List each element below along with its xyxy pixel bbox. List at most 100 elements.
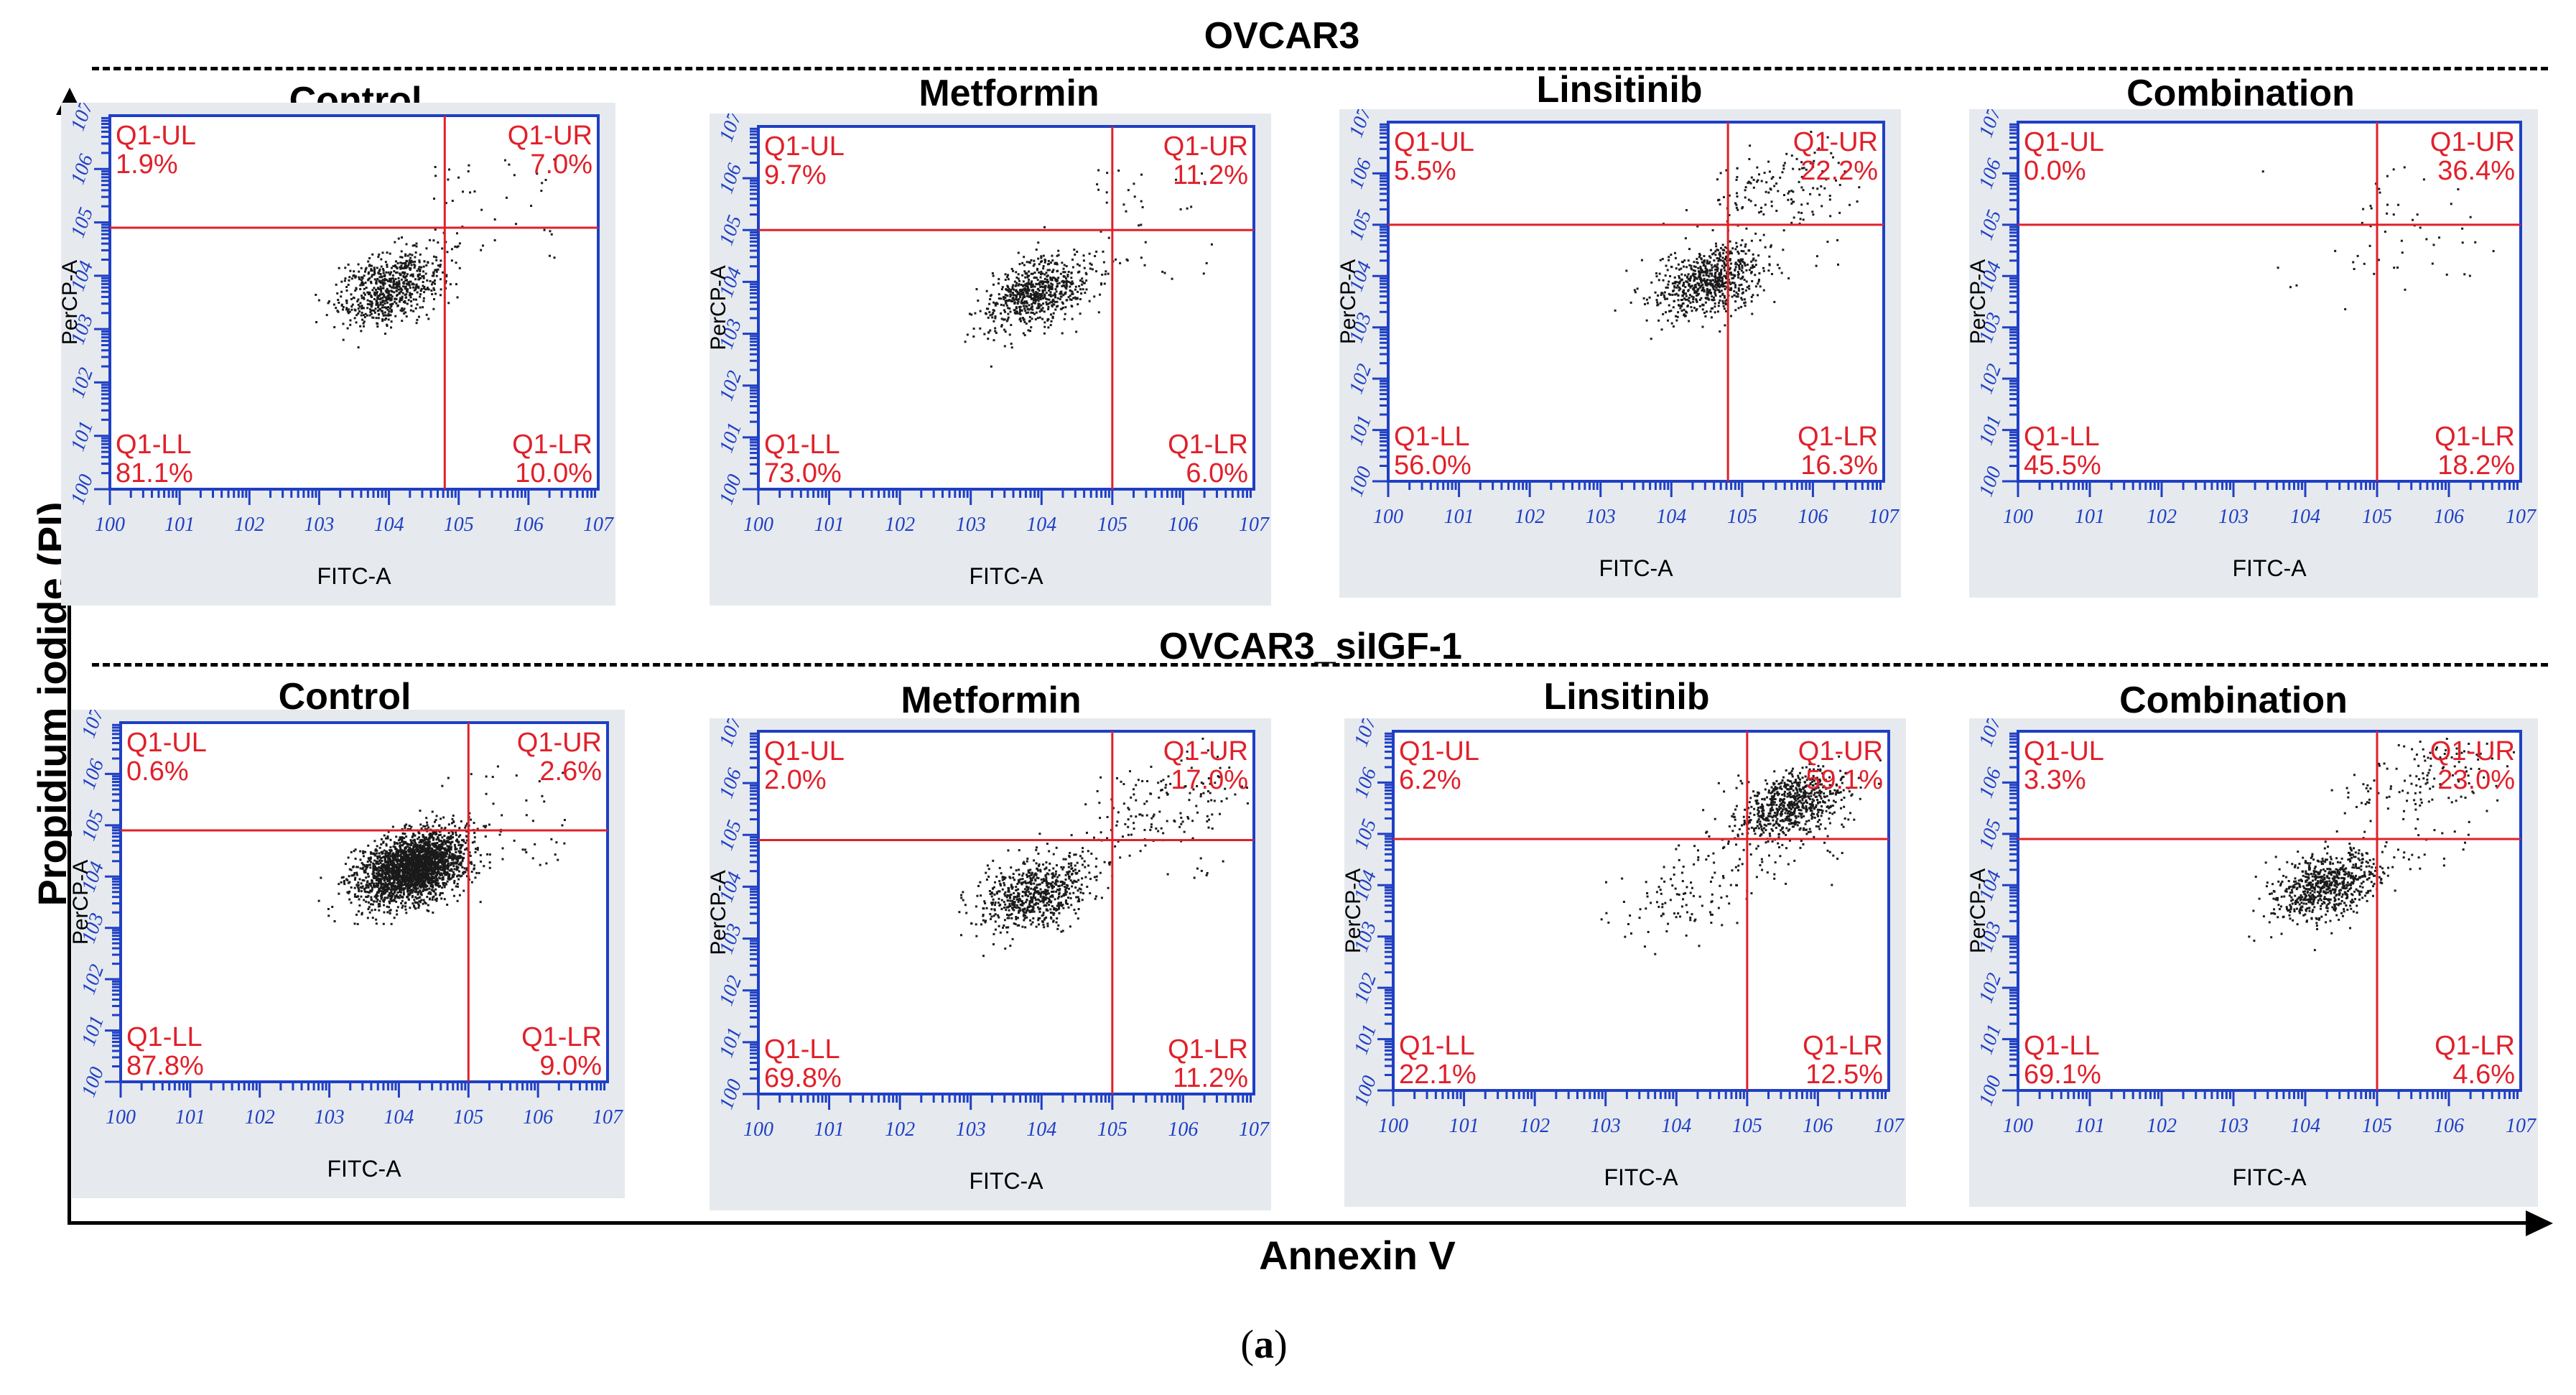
quadrant-value-ur: 22.2% <box>1800 156 1878 186</box>
quadrant-name-ur: Q1-UR <box>1163 736 1248 766</box>
quadrant-name-ur: Q1-UR <box>508 121 592 151</box>
x-tick-label: 107 <box>2506 506 2537 528</box>
quadrant-value-ul: 9.7% <box>764 160 827 190</box>
x-tick-label: 102 <box>1515 506 1545 528</box>
scatter-points <box>958 737 1249 958</box>
quadrant-name-ul: Q1-UL <box>764 736 845 766</box>
x-axis-label: FITC-A <box>317 563 391 589</box>
quadrant-name-lr: Q1-LR <box>512 430 592 460</box>
x-tick-label: 103 <box>2218 506 2249 528</box>
scatter-points <box>315 158 556 349</box>
x-tick-label: 107 <box>1239 1118 1270 1141</box>
x-tick-label: 101 <box>814 1118 845 1141</box>
x-tick-label: 101 <box>1449 1115 1479 1137</box>
plot-frame <box>2017 121 2522 483</box>
quadrant-name-ur: Q1-UR <box>1793 127 1878 157</box>
quadrant-name-ul: Q1-UL <box>126 728 207 758</box>
x-tick-label: 106 <box>2434 1115 2464 1137</box>
row-divider <box>92 663 2548 667</box>
x-tick-label: 100 <box>1373 506 1403 528</box>
y-axis-label: PerCP-A <box>1969 259 1990 344</box>
quadrant-name-ul: Q1-UL <box>2024 127 2104 157</box>
x-tick-label: 104 <box>383 1106 414 1128</box>
x-tick-label: 101 <box>1444 506 1474 528</box>
y-axis-label: PerCP-A <box>1969 868 1990 953</box>
quadrant-value-ul: 1.9% <box>116 149 178 180</box>
x-tick-label: 106 <box>1168 1118 1198 1141</box>
quadrant-name-ur: Q1-UR <box>2430 736 2515 766</box>
quadrant-value-lr: 4.6% <box>2452 1060 2515 1090</box>
quadrant-value-ll: 69.8% <box>764 1063 842 1093</box>
x-tick-label: 100 <box>95 514 125 536</box>
tick-marks <box>1372 123 1882 497</box>
quadrant-value-ur: 7.0% <box>530 149 592 180</box>
tick-marks <box>743 732 1252 1110</box>
x-tick-label: 103 <box>1591 1115 1621 1137</box>
quadrant-name-lr: Q1-LR <box>521 1022 602 1052</box>
quadrant-name-lr: Q1-LR <box>1803 1031 1883 1061</box>
panel-title-combination: Combination <box>2119 680 2348 721</box>
quadrant-name-lr: Q1-LR <box>1798 422 1878 452</box>
quadrant-value-ul: 0.6% <box>126 756 189 787</box>
x-axis-label: FITC-A <box>327 1156 401 1182</box>
x-tick-label: 107 <box>1874 1115 1905 1137</box>
figure-caption: (a) <box>1240 1322 1288 1367</box>
x-axis-title: Annexin V <box>1259 1233 1456 1278</box>
x-tick-label: 103 <box>1586 506 1616 528</box>
quadrant-name-lr: Q1-LR <box>1168 430 1248 460</box>
x-tick-label: 105 <box>1727 506 1757 528</box>
x-tick-label: 104 <box>1656 506 1686 528</box>
y-axis-label: PerCP-A <box>710 870 730 955</box>
x-axis-label: FITC-A <box>969 563 1043 589</box>
tick-marks <box>105 723 606 1098</box>
quadrant-value-ll: 69.1% <box>2024 1060 2101 1090</box>
quadrant-value-ul: 6.2% <box>1399 765 1461 795</box>
x-tick-label: 102 <box>885 1118 915 1141</box>
quadrant-value-lr: 6.0% <box>1186 458 1248 488</box>
quadrant-value-ll: 73.0% <box>764 458 842 488</box>
quadrant-name-ll: Q1-LL <box>764 430 840 460</box>
quadrant-value-ur: 2.6% <box>539 756 602 787</box>
x-tick-label: 105 <box>2362 1115 2392 1137</box>
quadrant-value-ll: 81.1% <box>116 458 193 488</box>
scatter-points <box>964 169 1213 368</box>
x-tick-label: 102 <box>234 514 264 536</box>
x-tick-label: 101 <box>2075 1115 2105 1137</box>
x-tick-label: 102 <box>245 1106 275 1128</box>
quadrant-value-lr: 11.2% <box>1173 1063 1248 1093</box>
panel-title-linsitinib: Linsitinib <box>1543 676 1710 718</box>
x-tick-label: 105 <box>1097 1118 1127 1141</box>
quadrant-name-ll: Q1-LL <box>126 1022 203 1052</box>
quadrant-name-ll: Q1-LL <box>2024 1031 2100 1061</box>
panel-title-combination: Combination <box>2126 73 2355 114</box>
plot-frame <box>1387 121 1885 483</box>
x-tick-label: 105 <box>453 1106 483 1128</box>
quadrant-name-lr: Q1-LR <box>2435 422 2515 452</box>
y-axis-label: PerCP-A <box>1344 868 1365 953</box>
row-title-ovcar3: OVCAR3 <box>1204 15 1360 57</box>
x-tick-label: 100 <box>743 514 773 536</box>
x-tick-label: 104 <box>1026 514 1056 536</box>
quadrant-value-ur: 36.4% <box>2437 156 2515 186</box>
x-tick-label: 101 <box>814 514 845 536</box>
x-tick-label: 102 <box>2147 506 2177 528</box>
quadrant-name-ul: Q1-UL <box>116 121 196 151</box>
quadrant-name-ll: Q1-LL <box>1394 422 1470 452</box>
x-tick-label: 100 <box>743 1118 773 1141</box>
x-tick-label: 104 <box>374 514 404 536</box>
scatter-points <box>1600 755 1882 955</box>
quadrant-value-ur: 59.1% <box>1805 765 1883 795</box>
x-tick-label: 106 <box>2434 506 2464 528</box>
x-axis-label: FITC-A <box>2232 555 2307 581</box>
tick-marks <box>2002 732 2519 1106</box>
tick-marks <box>94 116 597 505</box>
plot-frame <box>119 721 609 1083</box>
x-tick-label: 107 <box>592 1106 623 1128</box>
quadrant-value-lr: 9.0% <box>539 1051 602 1081</box>
quadrant-value-lr: 18.2% <box>2437 450 2515 481</box>
x-tick-label: 105 <box>444 514 474 536</box>
plot-frame <box>2017 730 2522 1092</box>
x-tick-label: 103 <box>315 1106 345 1128</box>
x-tick-label: 103 <box>956 1118 986 1141</box>
x-tick-label: 102 <box>885 514 915 536</box>
